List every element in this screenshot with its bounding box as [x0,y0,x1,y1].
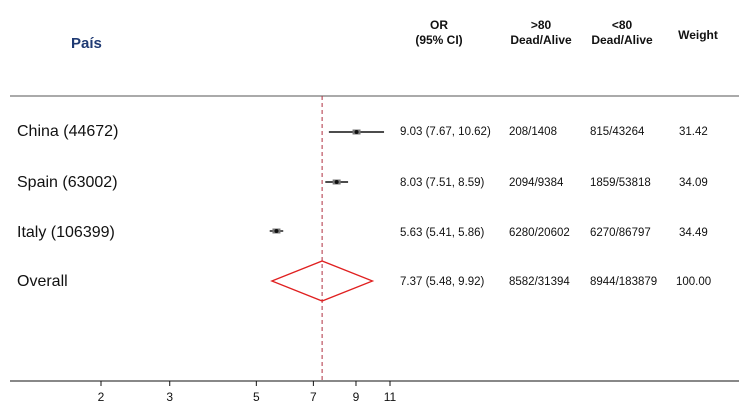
x-ticks: 2 3 5 7 9 11 [98,381,397,404]
x-tick-label: 7 [310,390,317,404]
weight-column-header: Weight [678,28,718,42]
group1-spain: 2094/9384 [509,177,564,189]
x-tick-label: 2 [98,390,105,404]
group2-column-header: <80 Dead/Alive [583,18,661,48]
study-label-china: China (44672) [17,123,119,140]
or-header-line1: OR [430,18,448,32]
weight-china: 31.42 [679,126,708,138]
group2-overall: 8944/183879 [590,276,658,288]
point-estimate [354,130,359,134]
point-estimate [274,229,279,233]
group1-overall: 8582/31394 [509,276,570,288]
group1-china: 208/1408 [509,126,557,138]
group1-header-line1: >80 [530,18,552,32]
weight-italy: 34.49 [679,227,708,239]
x-tick-label: 5 [253,390,260,404]
weight-overall: 100.00 [676,276,712,288]
or-header-line2: (95% CI) [415,33,463,47]
point-estimate [334,180,339,184]
x-tick-label: 3 [166,390,173,404]
study-label-italy: Italy (106399) [17,224,115,241]
group1-header-line2: Dead/Alive [510,33,572,47]
country-column-header: País [71,35,102,52]
study-label-overall: Overall [17,273,68,290]
or-column-header: OR (95% CI) [404,18,474,48]
or-ci-overall: 7.37 (5.48, 9.92) [400,276,485,288]
x-tick-label: 11 [384,390,397,404]
study-marks [269,129,385,234]
or-ci-china: 9.03 (7.67, 10.62) [400,126,491,138]
or-ci-italy: 5.63 (5.41, 5.86) [400,227,485,239]
group2-header-line1: <80 [611,18,633,32]
or-ci-spain: 8.03 (7.51, 8.59) [400,177,485,189]
group1-column-header: >80 Dead/Alive [502,18,580,48]
weight-spain: 34.09 [679,177,708,189]
x-tick-label: 9 [353,390,360,404]
group2-italy: 6270/86797 [590,227,651,239]
study-label-spain: Spain (63002) [17,174,118,191]
group2-spain: 1859/53818 [590,177,651,189]
group2-china: 815/43264 [590,126,645,138]
group1-italy: 6280/20602 [509,227,570,239]
overall-diamond [270,260,375,302]
group2-header-line2: Dead/Alive [591,33,653,47]
